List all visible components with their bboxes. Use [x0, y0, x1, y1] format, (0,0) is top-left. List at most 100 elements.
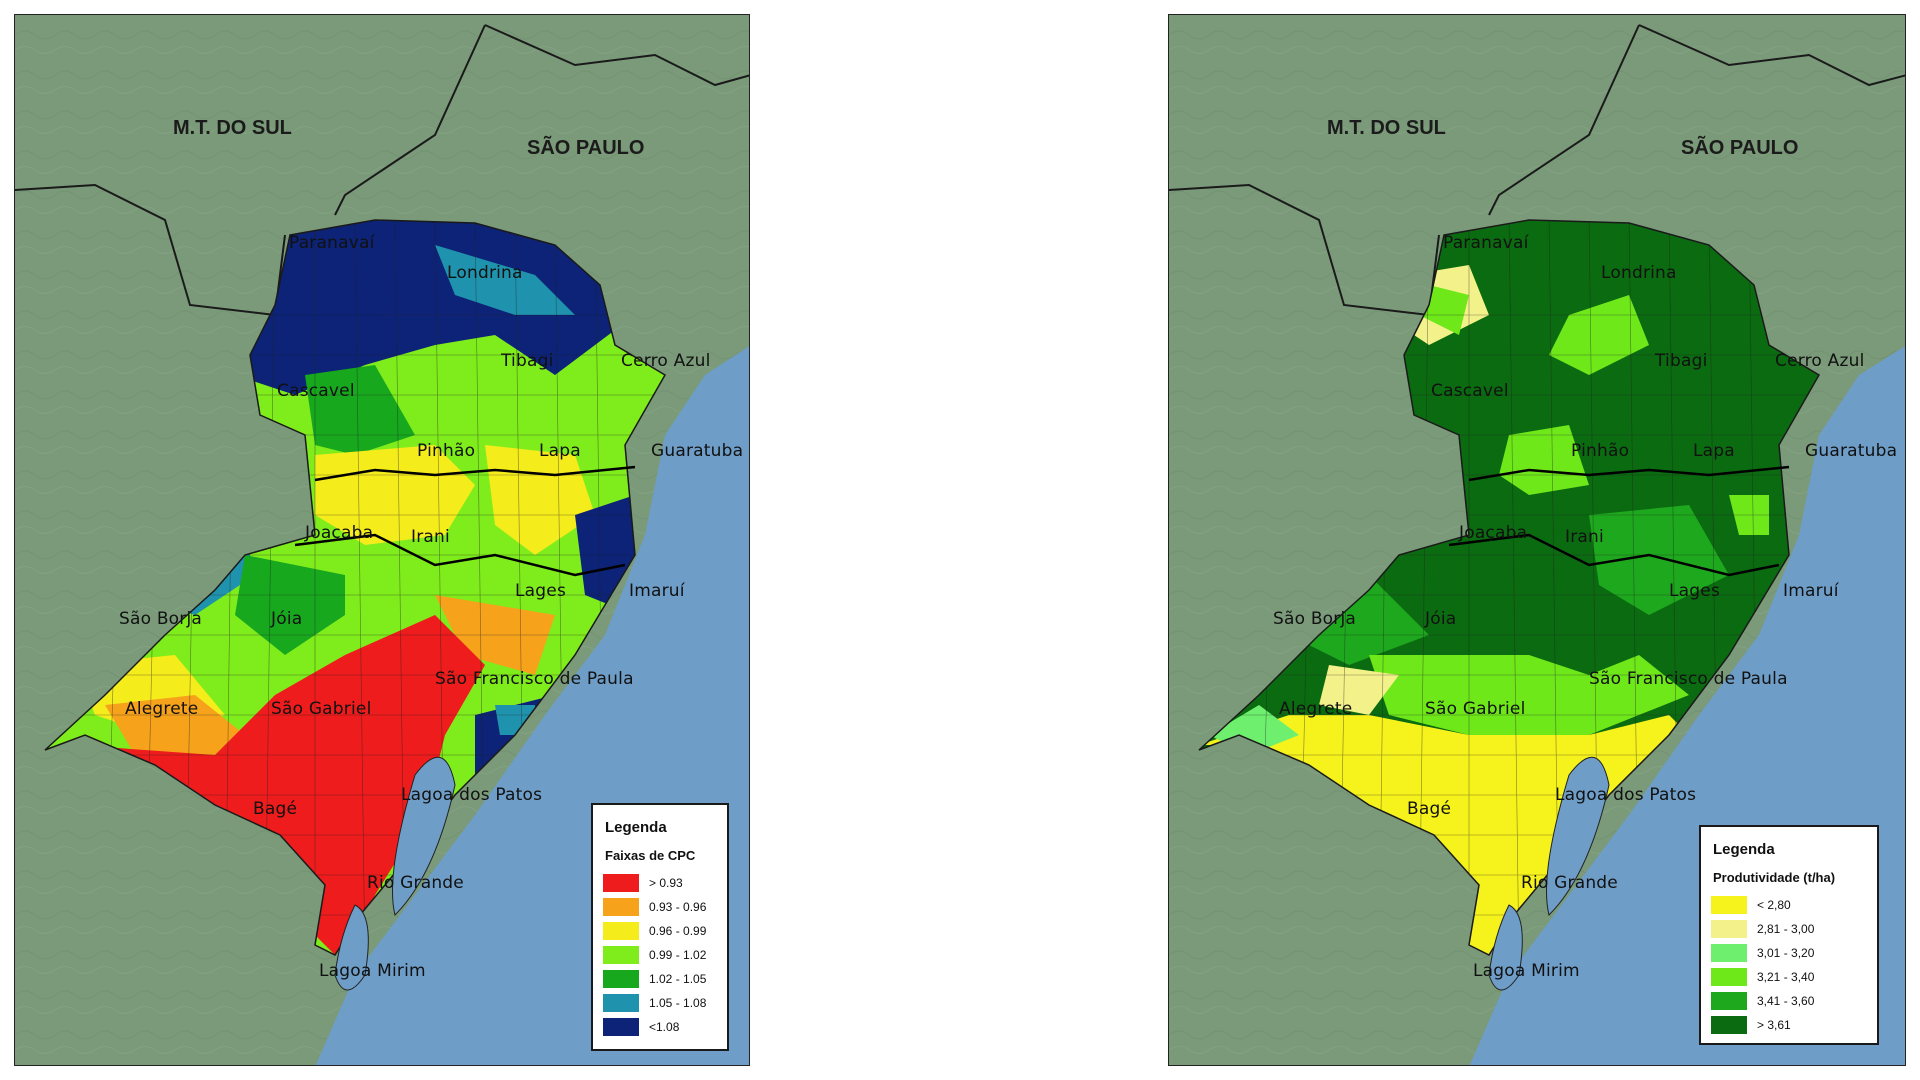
legend-item: 1.02 - 1.05 — [603, 967, 715, 991]
lagoa-mirim-shape — [334, 904, 369, 991]
legend-item: 2,81 - 3,00 — [1711, 917, 1865, 941]
legend-item: 0.99 - 1.02 — [603, 943, 715, 967]
legend-swatch — [603, 970, 639, 988]
place-label-lapa: Lapa — [539, 441, 581, 461]
place-label-joacaba: Joaçaba — [1459, 523, 1528, 543]
place-label-guaratuba: Guaratuba — [651, 441, 744, 461]
legend-subtitle: Produtividade (t/ha) — [1713, 870, 1836, 885]
place-label-cascavel: Cascavel — [1431, 381, 1509, 401]
place-label-joia: Jóia — [271, 609, 303, 629]
cpc-map-panel: M.T. DO SUL SÃO PAULO Paranavaí Londrina… — [14, 14, 750, 1066]
place-label-pinhao: Pinhão — [1571, 441, 1630, 461]
legend-item: <1.08 — [603, 1015, 715, 1039]
lagoa-mirim-shape — [1488, 904, 1523, 991]
legend-label: 0.96 - 0.99 — [649, 924, 707, 938]
legend-swatch — [603, 898, 639, 916]
place-label-sao-francisco-de-paula: São Francisco de Paula — [435, 669, 634, 689]
legend-swatch — [1711, 896, 1747, 914]
legend-label: 1.02 - 1.05 — [649, 972, 707, 986]
place-label-tibagi: Tibagi — [1655, 351, 1708, 371]
place-label-rio-grande: Rio Grande — [1521, 873, 1618, 893]
place-label-sao-gabriel: São Gabriel — [1425, 699, 1526, 719]
place-label-rio-grande: Rio Grande — [367, 873, 464, 893]
legend-swatch — [1711, 968, 1747, 986]
legend-item: > 0.93 — [603, 871, 715, 895]
place-label-imarui: Imaruí — [629, 581, 685, 601]
legend-swatch — [603, 1018, 639, 1036]
place-label-bage: Bagé — [253, 799, 298, 819]
place-label-alegrete: Alegrete — [125, 699, 199, 719]
legend-label: <1.08 — [649, 1020, 680, 1034]
state-label-sao-paulo: SÃO PAULO — [527, 137, 645, 159]
legend-label: > 3,61 — [1757, 1018, 1791, 1032]
place-label-joacaba: Joaçaba — [305, 523, 374, 543]
place-label-tibagi: Tibagi — [501, 351, 554, 371]
legend-item: 3,01 - 3,20 — [1711, 941, 1865, 965]
place-label-paranavai: Paranavaí — [1443, 233, 1529, 253]
legend-title: Legenda — [1713, 841, 1775, 858]
place-label-sao-francisco-de-paula: São Francisco de Paula — [1589, 669, 1788, 689]
legend-swatch — [603, 874, 639, 892]
legend-title: Legenda — [605, 819, 667, 836]
place-label-lages: Lages — [1669, 581, 1720, 601]
lagoa-dos-patos-shape — [1546, 756, 1610, 916]
legend-swatch — [603, 946, 639, 964]
legend-label: 0.93 - 0.96 — [649, 900, 707, 914]
legend-label: < 2,80 — [1757, 898, 1791, 912]
legend-swatch — [1711, 920, 1747, 938]
place-label-lages: Lages — [515, 581, 566, 601]
legend-item: 3,21 - 3,40 — [1711, 965, 1865, 989]
legend-item: > 3,61 — [1711, 1013, 1865, 1037]
place-label-lagoa-dos-patos: Lagoa dos Patos — [1555, 785, 1697, 805]
productivity-map-panel: M.T. DO SUL SÃO PAULO Paranavaí Londrina… — [1168, 14, 1906, 1066]
legend-label: > 0.93 — [649, 876, 683, 890]
legend-swatch — [1711, 992, 1747, 1010]
productivity-map-graphic — [1169, 15, 1905, 1065]
internal-border — [1448, 465, 1790, 577]
legend-label: 3,41 - 3,60 — [1757, 994, 1815, 1008]
place-label-cerro-azul: Cerro Azul — [621, 351, 711, 371]
state-label-mt-do-sul: M.T. DO SUL — [1327, 117, 1446, 139]
place-label-paranavai: Paranavaí — [289, 233, 375, 253]
lagoa-dos-patos-shape — [392, 756, 456, 916]
legend-swatch — [1711, 1016, 1747, 1034]
place-label-lapa: Lapa — [1693, 441, 1735, 461]
state-label-sao-paulo: SÃO PAULO — [1681, 137, 1799, 159]
productivity-legend: Legenda Produtividade (t/ha) < 2,80 2,81… — [1699, 825, 1879, 1045]
place-label-imarui: Imaruí — [1783, 581, 1839, 601]
cpc-legend: Legenda Faixas de CPC > 0.93 0.93 - 0.96… — [591, 803, 729, 1051]
place-label-londrina: Londrina — [1601, 263, 1677, 283]
place-label-irani: Irani — [1565, 527, 1604, 547]
internal-border — [294, 465, 636, 577]
legend-label: 3,21 - 3,40 — [1757, 970, 1815, 984]
legend-label: 3,01 - 3,20 — [1757, 946, 1815, 960]
municipality-grid — [1209, 220, 1809, 955]
legend-item: 0.93 - 0.96 — [603, 895, 715, 919]
place-label-alegrete: Alegrete — [1279, 699, 1353, 719]
cpc-map-graphic — [15, 15, 749, 1065]
place-label-sao-borja: São Borja — [1273, 609, 1357, 629]
place-label-sao-borja: São Borja — [119, 609, 203, 629]
legend-item: < 2,80 — [1711, 893, 1865, 917]
legend-label: 2,81 - 3,00 — [1757, 922, 1815, 936]
place-label-lagoa-mirim: Lagoa Mirim — [1473, 961, 1580, 981]
place-label-cascavel: Cascavel — [277, 381, 355, 401]
place-label-londrina: Londrina — [447, 263, 523, 283]
place-label-irani: Irani — [411, 527, 450, 547]
legend-swatch — [603, 994, 639, 1012]
place-label-bage: Bagé — [1407, 799, 1452, 819]
place-label-lagoa-dos-patos: Lagoa dos Patos — [401, 785, 543, 805]
legend-label: 0.99 - 1.02 — [649, 948, 707, 962]
place-label-lagoa-mirim: Lagoa Mirim — [319, 961, 426, 981]
place-label-joia: Jóia — [1425, 609, 1457, 629]
state-label-mt-do-sul: M.T. DO SUL — [173, 117, 292, 139]
legend-subtitle: Faixas de CPC — [605, 848, 696, 863]
legend-item: 0.96 - 0.99 — [603, 919, 715, 943]
legend-item: 3,41 - 3,60 — [1711, 989, 1865, 1013]
place-label-sao-gabriel: São Gabriel — [271, 699, 372, 719]
legend-swatch — [1711, 944, 1747, 962]
place-label-cerro-azul: Cerro Azul — [1775, 351, 1865, 371]
place-label-pinhao: Pinhão — [417, 441, 476, 461]
legend-label: 1.05 - 1.08 — [649, 996, 707, 1010]
legend-swatch — [603, 922, 639, 940]
